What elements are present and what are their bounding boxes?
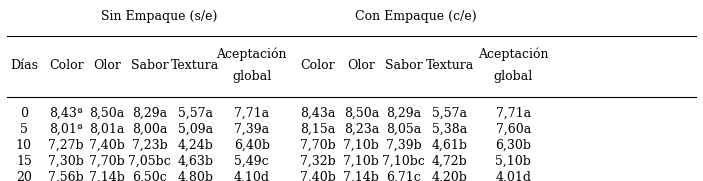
Text: 7,71a: 7,71a (234, 107, 269, 120)
Text: 7,40b: 7,40b (299, 171, 336, 181)
Text: 7,10b: 7,10b (343, 155, 380, 168)
Text: 4,80b: 4,80b (177, 171, 214, 181)
Text: Sin Empaque (s/e): Sin Empaque (s/e) (101, 10, 217, 23)
Text: 7,56b: 7,56b (49, 171, 84, 181)
Text: Aceptación: Aceptación (217, 48, 287, 61)
Text: 8,15a: 8,15a (300, 123, 335, 136)
Text: 7,14b: 7,14b (89, 171, 125, 181)
Text: Olor: Olor (93, 59, 121, 72)
Text: Color: Color (49, 59, 84, 72)
Text: 7,39b: 7,39b (386, 139, 421, 152)
Text: 5,09a: 5,09a (178, 123, 213, 136)
Text: 20: 20 (16, 171, 32, 181)
Text: 7,10b: 7,10b (343, 139, 380, 152)
Text: 7,14b: 7,14b (343, 171, 380, 181)
Text: 4,61b: 4,61b (432, 139, 468, 152)
Text: 7,27b: 7,27b (49, 139, 84, 152)
Text: 4,24b: 4,24b (177, 139, 214, 152)
Text: 5,38a: 5,38a (432, 123, 467, 136)
Text: 5,10b: 5,10b (495, 155, 531, 168)
Text: 7,30b: 7,30b (48, 155, 84, 168)
Text: 5,49c: 5,49c (234, 155, 269, 168)
Text: 8,05a: 8,05a (386, 123, 421, 136)
Text: global: global (232, 70, 271, 83)
Text: 8,43ª: 8,43ª (49, 107, 83, 120)
Text: Aceptación: Aceptación (478, 48, 548, 61)
Text: global: global (494, 70, 533, 83)
Text: 7,39a: 7,39a (234, 123, 269, 136)
Text: 7,05bc: 7,05bc (129, 155, 171, 168)
Text: 6,40b: 6,40b (233, 139, 270, 152)
Text: 8,50a: 8,50a (344, 107, 379, 120)
Text: 4,72b: 4,72b (432, 155, 467, 168)
Text: 15: 15 (16, 155, 32, 168)
Text: Olor: Olor (347, 59, 375, 72)
Text: 5,57a: 5,57a (178, 107, 213, 120)
Text: 6,50c: 6,50c (132, 171, 167, 181)
Text: 7,10bc: 7,10bc (382, 155, 425, 168)
Text: 7,60a: 7,60a (496, 123, 531, 136)
Text: Textura: Textura (426, 59, 474, 72)
Text: 8,29a: 8,29a (386, 107, 421, 120)
Text: 8,01a: 8,01a (89, 123, 124, 136)
Text: 7,32b: 7,32b (300, 155, 335, 168)
Text: 7,23b: 7,23b (132, 139, 167, 152)
Text: 7,40b: 7,40b (89, 139, 125, 152)
Text: 4,10d: 4,10d (233, 171, 270, 181)
Text: Textura: Textura (172, 59, 219, 72)
Text: 8,29a: 8,29a (132, 107, 167, 120)
Text: 8,43a: 8,43a (300, 107, 335, 120)
Text: Sabor: Sabor (385, 59, 423, 72)
Text: 4,63b: 4,63b (177, 155, 214, 168)
Text: 4,20b: 4,20b (432, 171, 468, 181)
Text: Con Empaque (c/e): Con Empaque (c/e) (354, 10, 477, 23)
Text: Días: Días (10, 59, 38, 72)
Text: 8,50a: 8,50a (89, 107, 124, 120)
Text: 5,57a: 5,57a (432, 107, 467, 120)
Text: 6,71c: 6,71c (386, 171, 421, 181)
Text: 8,00a: 8,00a (132, 123, 167, 136)
Text: 6,30b: 6,30b (495, 139, 531, 152)
Text: Color: Color (300, 59, 335, 72)
Text: 7,70b: 7,70b (300, 139, 335, 152)
Text: 10: 10 (16, 139, 32, 152)
Text: 7,71a: 7,71a (496, 107, 531, 120)
Text: 8,23a: 8,23a (344, 123, 379, 136)
Text: 8,01ª: 8,01ª (49, 123, 83, 136)
Text: 4,01d: 4,01d (495, 171, 531, 181)
Text: 5: 5 (20, 123, 28, 136)
Text: 7,70b: 7,70b (89, 155, 124, 168)
Text: 0: 0 (20, 107, 28, 120)
Text: Sabor: Sabor (131, 59, 169, 72)
